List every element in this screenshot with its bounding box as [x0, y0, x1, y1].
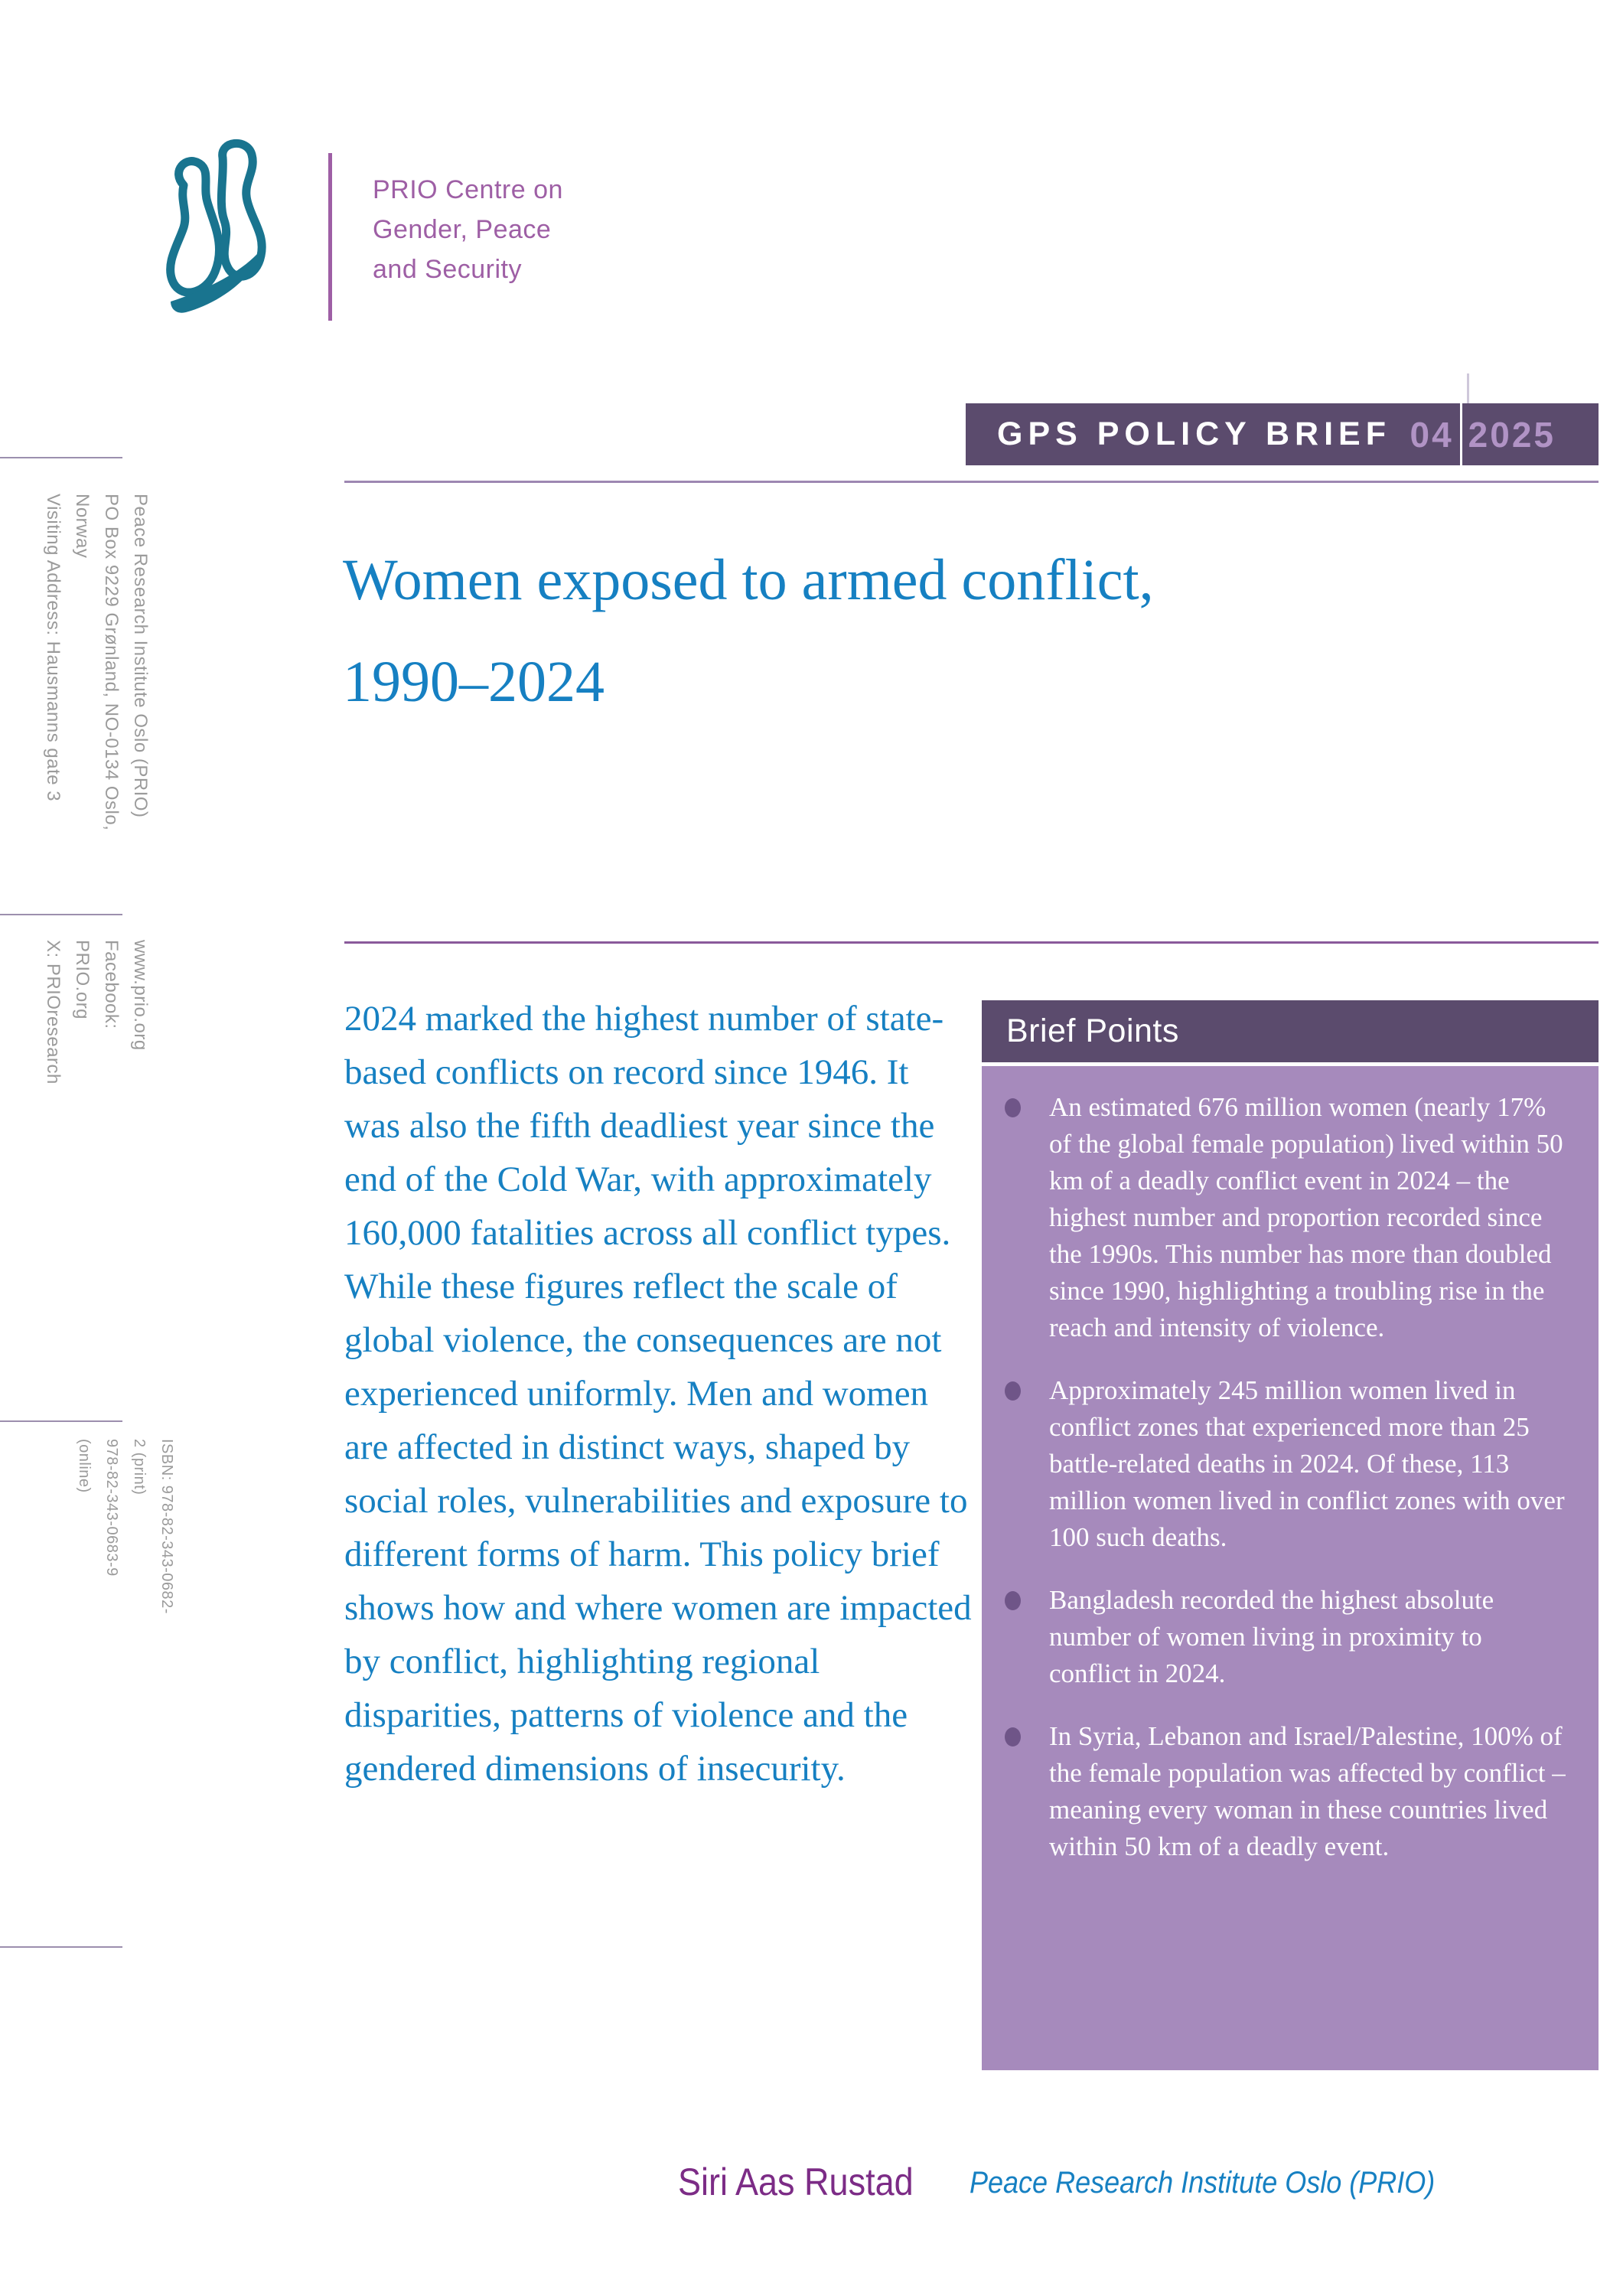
brief-points-list: An estimated 676 million women (nearly 1…: [982, 1066, 1599, 2070]
page-title-line-1: Women exposed to armed conflict,: [343, 548, 1154, 612]
margin-web-contacts: www.prio.org Facebook: PRIO.org X: PRIOr…: [38, 940, 155, 1104]
prio-gps-logo: [166, 139, 266, 313]
brand-line-2: Gender, Peace: [373, 215, 552, 244]
logo-swoosh: [171, 243, 266, 313]
margin-web-line-3: X: PRIOresearch: [43, 940, 64, 1084]
margin-isbn-line-2: 978-82-343-0683-9 (online): [76, 1439, 120, 1577]
issue-year-divider: [1459, 403, 1462, 465]
margin-web-line-2: Facebook: PRIO.org: [72, 940, 122, 1029]
issue-divider-extension: [1467, 373, 1469, 403]
logo-right-figure: [217, 139, 266, 281]
margin-address-line-1: Peace Research Institute Oslo (PRIO): [130, 494, 151, 818]
brief-point-text: In Syria, Lebanon and Israel/Palestine, …: [1049, 1721, 1566, 1861]
margin-address-line-3: Visiting Address: Hausmanns gate 3: [43, 494, 64, 802]
page-title: Women exposed to armed conflict, 1990–20…: [343, 530, 1154, 733]
margin-fold-mark: [0, 457, 122, 458]
brief-point-item: Bangladesh recorded the highest absolute…: [1005, 1582, 1568, 1692]
bullet-icon: [1005, 1098, 1021, 1117]
brief-point-item: An estimated 676 million women (nearly 1…: [1005, 1089, 1568, 1346]
margin-fold-mark: [0, 1420, 122, 1422]
brief-point-text: Bangladesh recorded the highest absolute…: [1049, 1585, 1494, 1688]
bullet-icon: [1005, 1381, 1021, 1401]
bullet-icon: [1005, 1727, 1021, 1746]
brand-line-1: PRIO Centre on: [373, 175, 563, 204]
body-rule: [344, 941, 1599, 944]
margin-address-line-2: PO Box 9229 Grønland, NO-0134 Oslo, Norw…: [72, 494, 122, 831]
brief-points-heading: Brief Points: [982, 1000, 1599, 1066]
series-title: GPS POLICY BRIEF: [997, 416, 1391, 452]
brief-point-item: In Syria, Lebanon and Israel/Palestine, …: [1005, 1718, 1568, 1865]
issue-number: 04: [1410, 414, 1454, 455]
margin-address: Peace Research Institute Oslo (PRIO) PO …: [38, 494, 155, 895]
brief-points-panel: Brief Points An estimated 676 million wo…: [982, 1000, 1599, 2070]
margin-web-line-1: www.prio.org: [130, 940, 151, 1051]
issue-year: 2025: [1468, 414, 1556, 455]
brief-point-text: An estimated 676 million women (nearly 1…: [1049, 1092, 1563, 1342]
margin-isbn-line-1: ISBN: 978-82-343-0682-2 (print): [131, 1439, 175, 1614]
brand-text: PRIO Centre on Gender, Peace and Securit…: [373, 170, 563, 289]
author-affiliation: Peace Research Institute Oslo (PRIO): [970, 2166, 1436, 2200]
margin-fold-mark: [0, 1946, 122, 1948]
author-name: Siri Aas Rustad: [678, 2161, 914, 2203]
issue-group: 04 2025: [1410, 403, 1556, 465]
brief-point-item: Approximately 245 million women lived in…: [1005, 1372, 1568, 1556]
header-rule: [344, 481, 1599, 483]
margin-isbn: ISBN: 978-82-343-0682-2 (print) 978-82-3…: [70, 1439, 181, 1623]
page-title-line-2: 1990–2024: [343, 650, 605, 714]
logo-left-figure: [166, 157, 224, 297]
margin-fold-mark: [0, 914, 122, 915]
brand-divider-line: [328, 153, 332, 321]
brief-point-text: Approximately 245 million women lived in…: [1049, 1375, 1565, 1552]
lead-paragraph: 2024 marked the highest number of state-…: [344, 999, 972, 1789]
brand-line-3: and Security: [373, 255, 522, 284]
series-banner: GPS POLICY BRIEF 04 2025: [966, 403, 1599, 465]
bullet-icon: [1005, 1591, 1021, 1610]
